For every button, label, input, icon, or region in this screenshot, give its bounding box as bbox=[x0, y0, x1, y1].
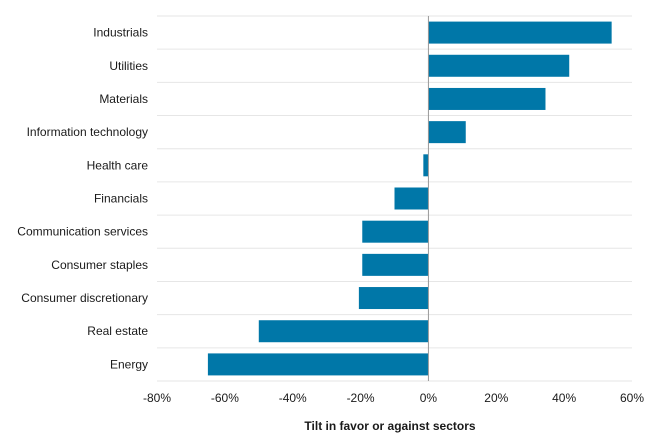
bars bbox=[207, 21, 612, 376]
x-tick-label: 60% bbox=[620, 391, 644, 405]
category-label: Consumer staples bbox=[51, 258, 148, 272]
x-tick-label: 40% bbox=[552, 391, 576, 405]
bar-consumer-staples bbox=[362, 253, 429, 276]
x-tick-label: 0% bbox=[420, 391, 438, 405]
x-tick-label: -80% bbox=[143, 391, 171, 405]
bar-health-care bbox=[423, 154, 429, 177]
category-labels: Industrials Utilities Materials Information… bbox=[17, 26, 148, 372]
bar-utilities bbox=[428, 54, 570, 77]
x-tick-label: -40% bbox=[279, 391, 307, 405]
category-label: Industrials bbox=[93, 26, 148, 40]
category-label: Utilities bbox=[109, 59, 148, 73]
category-label: Health care bbox=[87, 158, 149, 172]
bar-energy bbox=[207, 353, 429, 376]
bar-real-estate bbox=[258, 320, 429, 343]
category-label: Financials bbox=[94, 192, 148, 206]
category-label: Information technology bbox=[27, 125, 148, 139]
grid-lines bbox=[157, 15, 632, 382]
category-label: Real estate bbox=[87, 324, 148, 338]
bar-industrials bbox=[428, 21, 612, 44]
x-tick-labels: -80% -60% -40% -20% 0% 20% 40% 60% bbox=[143, 391, 644, 405]
bar-consumer-discretionary bbox=[358, 287, 429, 310]
bar-communication-services bbox=[362, 220, 429, 243]
category-label: Materials bbox=[99, 92, 148, 106]
x-tick-label: -60% bbox=[211, 391, 239, 405]
bar-financials bbox=[394, 187, 429, 210]
x-tick-label: 20% bbox=[484, 391, 508, 405]
x-tick-label: -20% bbox=[347, 391, 375, 405]
category-label: Consumer discretionary bbox=[21, 291, 148, 305]
category-label: Communication services bbox=[17, 225, 148, 239]
category-label: Energy bbox=[110, 357, 148, 371]
bar-materials bbox=[428, 87, 546, 110]
bar-information-technology bbox=[428, 121, 466, 144]
x-axis-title: Tilt in favor or against sectors bbox=[304, 419, 475, 433]
